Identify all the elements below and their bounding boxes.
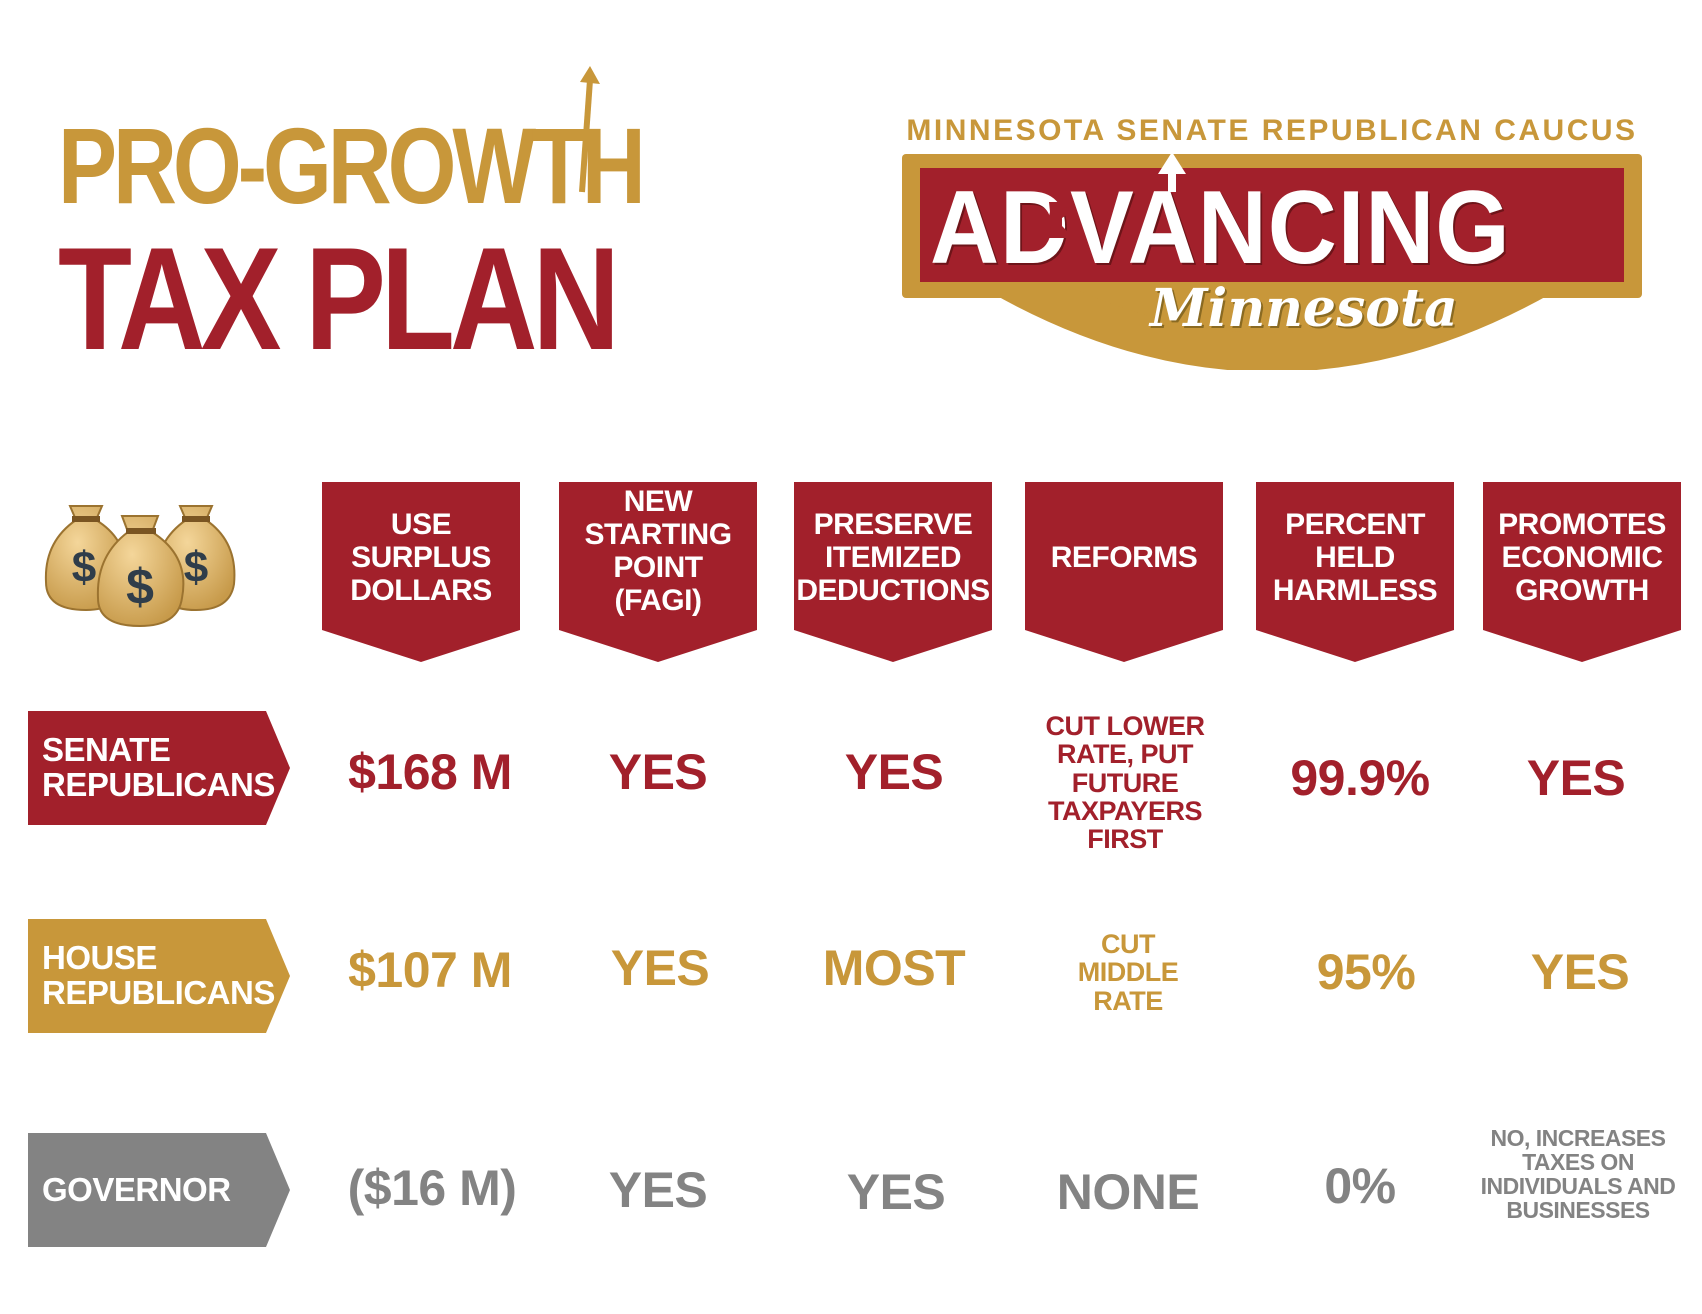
column-header-line: DOLLARS [350, 573, 492, 607]
column-header-line: PROMOTES [1498, 507, 1666, 541]
row-label-line: GOVERNOR [42, 1170, 231, 1208]
minnesota-state-icon [1048, 202, 1074, 238]
senate-held-harmless-value: 99.9% [1290, 750, 1430, 806]
row-label-line: HOUSE [42, 939, 157, 977]
money-bags-icon: $ $ $ [44, 505, 236, 628]
row-label-line: SENATE [42, 731, 171, 769]
governor-economic-growth-value: NO, INCREASES TAXES ON INDIVIDUALS AND B… [1480, 1125, 1676, 1224]
column-header-surplus: USE SURPLUS DOLLARS [322, 482, 520, 664]
column-header-reforms: REFORMS [1025, 482, 1223, 664]
column-header-line: (FAGI) [614, 584, 702, 617]
svg-text:$: $ [126, 559, 154, 615]
house-itemized-value: MOST [822, 940, 966, 996]
row-label-line: REPUBLICANS [42, 766, 275, 803]
house-reforms-value: CUT MIDDLE RATE [1077, 929, 1179, 1016]
column-header-line: SURPLUS [351, 540, 491, 574]
governor-held-harmless-value: 0% [1324, 1158, 1396, 1214]
column-header-itemized: PRESERVE ITEMIZED DEDUCTIONS [794, 482, 992, 664]
column-header-line: PERCENT [1285, 507, 1425, 541]
title-line-2: TAX PLAN [58, 217, 620, 380]
house-economic-growth-value: YES [1530, 944, 1630, 1000]
column-header-line: POINT [613, 551, 703, 584]
column-header-line: USE [390, 507, 452, 541]
governor-surplus-value: ($16 M) [347, 1160, 517, 1216]
column-header-line: HARMLESS [1272, 573, 1438, 607]
svg-text:$: $ [72, 543, 96, 592]
senate-economic-growth-value: YES [1526, 750, 1626, 806]
column-header-line: DEDUCTIONS [796, 573, 990, 607]
advancing-wordmark: ADVANCING [930, 170, 1511, 286]
column-header-line: STARTING [584, 518, 732, 551]
senate-reforms-value: CUT LOWER RATE, PUT FUTURE TAXPAYERS FIR… [1045, 711, 1205, 855]
governor-itemized-value: YES [846, 1164, 946, 1220]
house-starting-point-value: YES [610, 940, 710, 996]
title-line-1: PRO-GROWTH [58, 105, 646, 226]
governor-reforms-value: NONE [1056, 1164, 1200, 1220]
row-label-senate: SENATE REPUBLICANS [28, 711, 290, 825]
minnesota-script-text: Minnesota [1150, 278, 1458, 339]
senate-starting-point-value: YES [608, 744, 708, 800]
svg-text:$: $ [184, 543, 208, 592]
column-header-line: PRESERVE [813, 507, 973, 541]
column-header-line: HELD [1315, 540, 1395, 574]
column-header-line: REFORMS [1050, 540, 1198, 574]
column-header-held-harmless: PERCENT HELD HARMLESS [1256, 482, 1454, 664]
senate-itemized-value: YES [844, 744, 944, 800]
row-label-line: REPUBLICANS [42, 974, 275, 1011]
column-header-economic-growth: PROMOTES ECONOMIC GROWTH [1483, 482, 1681, 664]
column-header-starting-point: NEW STARTING POINT (FAGI) [559, 482, 757, 664]
column-header-line: NEW [623, 485, 693, 518]
senate-surplus-value: $168 M [348, 744, 512, 800]
column-header-line: ECONOMIC [1501, 540, 1663, 574]
column-header-line: GROWTH [1515, 573, 1649, 607]
logo-banner [902, 152, 1642, 370]
governor-starting-point-value: YES [608, 1162, 708, 1218]
column-header-line: ITEMIZED [825, 540, 962, 574]
house-held-harmless-value: 95% [1316, 944, 1416, 1000]
house-surplus-value: $107 M [348, 942, 512, 998]
row-label-house: HOUSE REPUBLICANS [28, 919, 290, 1033]
row-label-governor: GOVERNOR [28, 1133, 290, 1247]
growth-arrow-icon [579, 66, 600, 193]
caucus-name: MINNESOTA SENATE REPUBLICAN CAUCUS [906, 114, 1638, 147]
